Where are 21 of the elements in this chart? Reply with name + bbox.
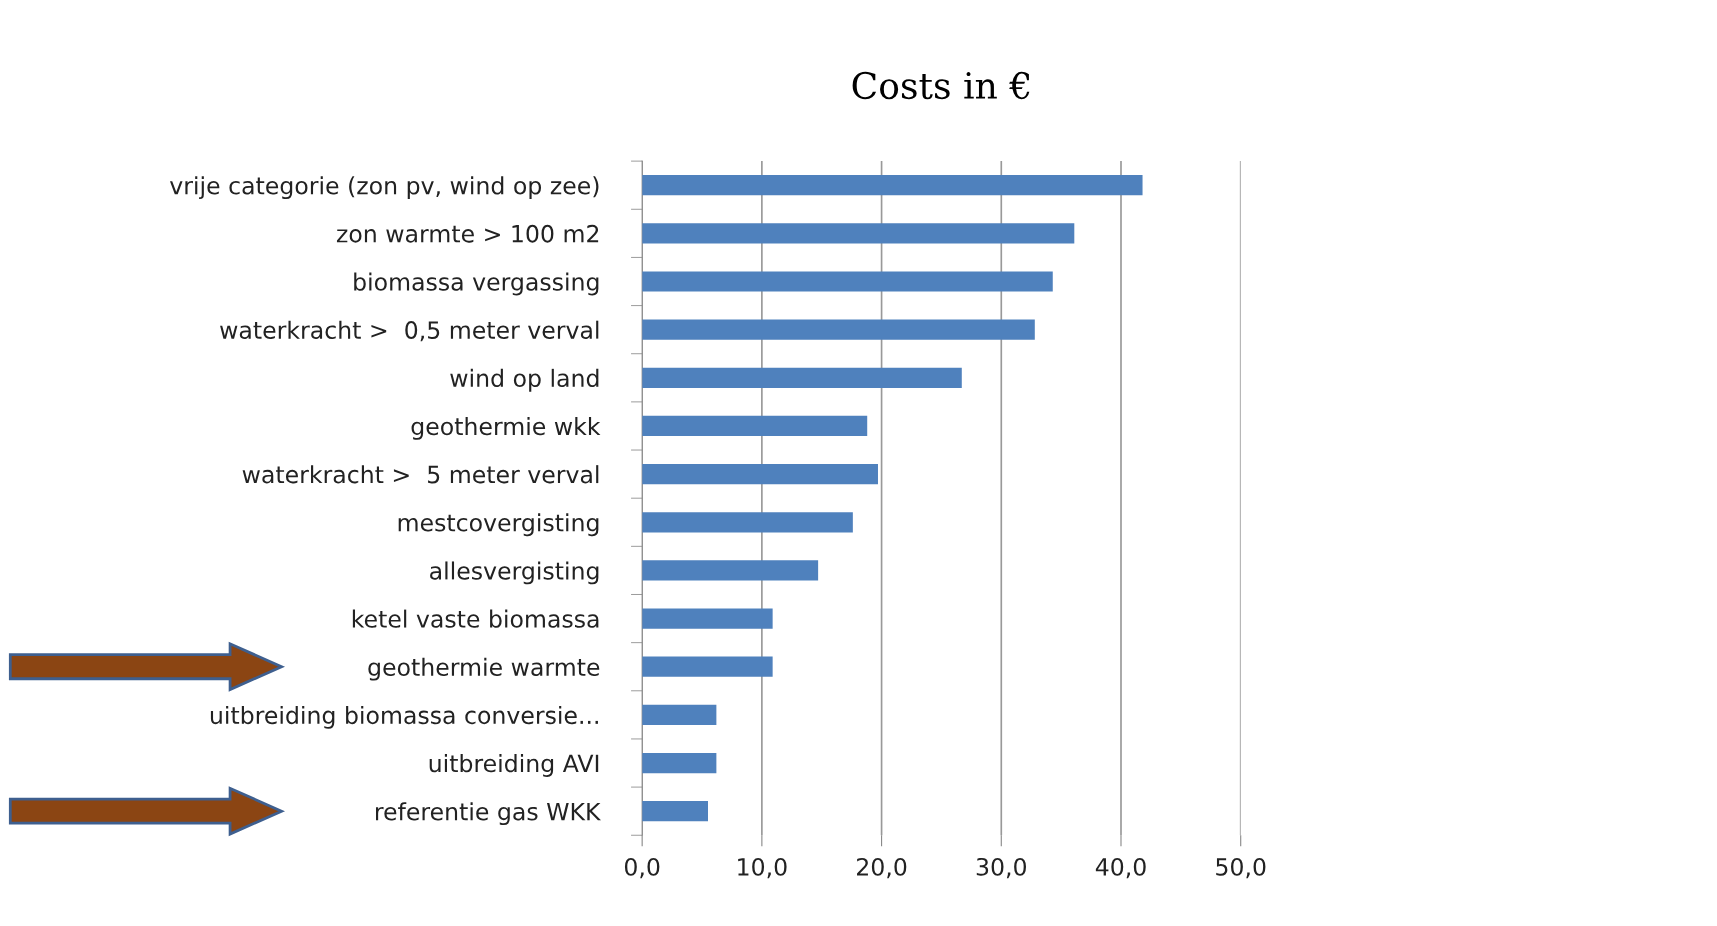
y-tick-label: allesvergisting: [430, 561, 599, 585]
x-tick-label: 50,0: [1216, 857, 1266, 879]
y-tick-label: biomassa vergassing: [354, 272, 599, 296]
y-tick-label: vrije categorie (zon pv, wind op zee): [169, 176, 599, 200]
y-tick-label: uitbreiding biomassa conversie...: [210, 705, 598, 729]
x-tick-label: 20,0: [857, 857, 907, 879]
x-tick-label: 10,0: [738, 857, 787, 879]
y-tick-label: mestcovergisting: [398, 513, 599, 537]
chart-title: Costs in €: [852, 71, 1030, 100]
x-tick-label: 40,0: [1095, 857, 1146, 879]
y-tick-label: waterkracht > 5 meter verval: [242, 465, 599, 484]
y-tick-label: referentie gas WKK: [376, 802, 601, 826]
y-tick-label: uitbreiding AVI: [429, 754, 599, 777]
y-tick-label: zon warmte > 100 m2: [336, 224, 599, 243]
y-tick-label: geothermie wkk: [411, 416, 601, 440]
x-tick-label: 30,0: [976, 857, 1026, 879]
y-tick-label: ketel vaste biomassa: [352, 609, 599, 628]
y-tick-label: wind op land: [450, 368, 599, 392]
x-tick-label: 0,0: [624, 857, 660, 879]
y-tick-label: waterkracht > 0,5 meter verval: [220, 320, 599, 342]
y-tick-label: geothermie warmte: [368, 657, 600, 681]
